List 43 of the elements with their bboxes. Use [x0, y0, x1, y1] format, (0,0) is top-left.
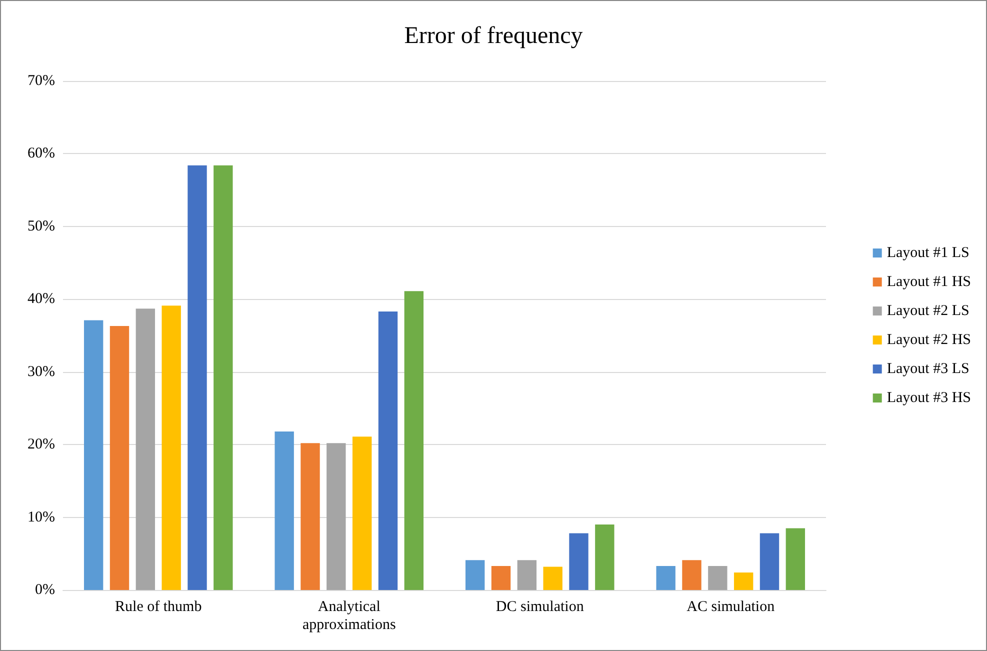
chart-title: Error of frequency — [404, 23, 583, 49]
x-tick-label: AC simulation — [686, 599, 776, 615]
legend-label: Layout #3 LS — [886, 361, 970, 377]
legend-label: Layout #2 LS — [886, 303, 970, 319]
x-tick-label: Rule of thumb — [115, 599, 202, 615]
bar — [465, 560, 485, 590]
bar — [491, 566, 511, 590]
bar — [352, 436, 372, 590]
bar — [656, 566, 676, 590]
bar — [708, 566, 728, 590]
bar — [214, 165, 233, 590]
bar — [84, 320, 104, 590]
y-tick-label: 40% — [28, 291, 55, 308]
bar — [136, 308, 156, 590]
bar — [274, 431, 294, 590]
bar — [543, 566, 562, 590]
x-tick-label: Analytical approximations — [302, 599, 396, 633]
y-tick-label: 20% — [28, 436, 55, 453]
y-tick-label: 0% — [35, 582, 55, 598]
bar — [188, 165, 207, 590]
x-tick-label: DC simulation — [496, 599, 584, 615]
bar — [786, 528, 806, 590]
bar — [682, 560, 702, 590]
legend-label: Layout #3 HS — [886, 390, 972, 406]
y-tick-label: 60% — [28, 146, 55, 162]
legend-label: Layout #1 HS — [886, 274, 972, 290]
bar — [760, 533, 780, 590]
bar — [595, 524, 614, 590]
y-tick-label: 50% — [28, 218, 55, 234]
bar — [569, 533, 588, 590]
legend-label: Layout #2 HS — [886, 332, 972, 348]
bar — [110, 326, 130, 590]
y-tick-label: 10% — [28, 509, 55, 526]
legend-label: Layout #1 LS — [886, 245, 970, 261]
y-tick-label: 70% — [28, 73, 55, 89]
bar — [517, 560, 537, 590]
bar — [404, 291, 424, 590]
bar — [326, 443, 346, 590]
bar — [300, 443, 320, 590]
bar — [162, 306, 181, 590]
bar — [378, 312, 398, 590]
y-tick-label: 30% — [28, 364, 55, 380]
bar — [734, 572, 754, 590]
